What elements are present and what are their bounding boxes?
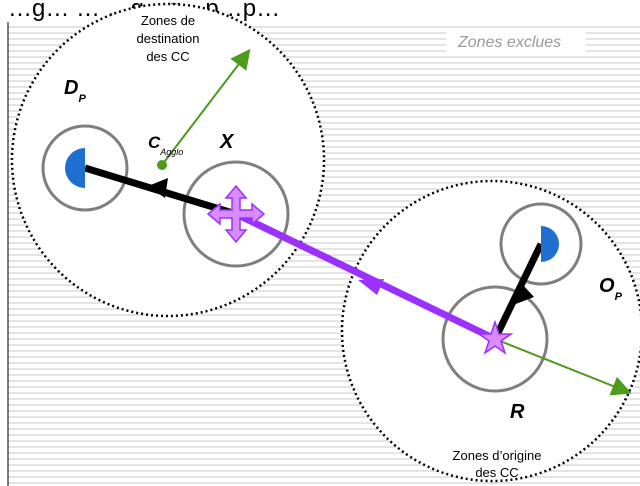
label-op: OP bbox=[599, 275, 623, 303]
green-arrow-destination bbox=[161, 48, 251, 166]
label-cagglo: CAgglo bbox=[148, 133, 183, 157]
destination-zone-line1: Zones de bbox=[141, 13, 195, 28]
move-cross-icon bbox=[206, 184, 266, 244]
origin-zone-line2: des CC bbox=[475, 465, 518, 480]
op-circle bbox=[499, 202, 583, 286]
destination-zone-circle bbox=[10, 2, 326, 318]
purple-path bbox=[234, 210, 497, 343]
excluded-zones-label-bg bbox=[446, 28, 586, 54]
label-dp: DP bbox=[64, 77, 86, 105]
black-arrowhead-destination bbox=[148, 178, 168, 198]
dp-half-disc-icon bbox=[65, 148, 85, 188]
op-half-disc-icon bbox=[541, 226, 559, 262]
excluded-zones-label: Zones exclues bbox=[457, 34, 561, 51]
black-arrowhead-origin bbox=[513, 285, 534, 305]
x-circle bbox=[182, 160, 290, 268]
purple-arrowhead bbox=[358, 279, 384, 295]
destination-zone-line2: destination bbox=[137, 31, 200, 46]
destination-zone-line3: des CC bbox=[146, 49, 189, 64]
star-icon bbox=[476, 319, 514, 355]
cagglo-point bbox=[157, 160, 167, 170]
green-arrow-origin bbox=[494, 338, 632, 396]
black-path-origin bbox=[491, 242, 545, 341]
label-r: R bbox=[510, 401, 525, 423]
dp-circle bbox=[41, 124, 129, 212]
r-circle bbox=[441, 285, 549, 393]
label-x: X bbox=[219, 131, 235, 153]
origin-zone-circle bbox=[340, 179, 640, 483]
origin-zone-line1: Zones d’origine bbox=[453, 448, 542, 463]
